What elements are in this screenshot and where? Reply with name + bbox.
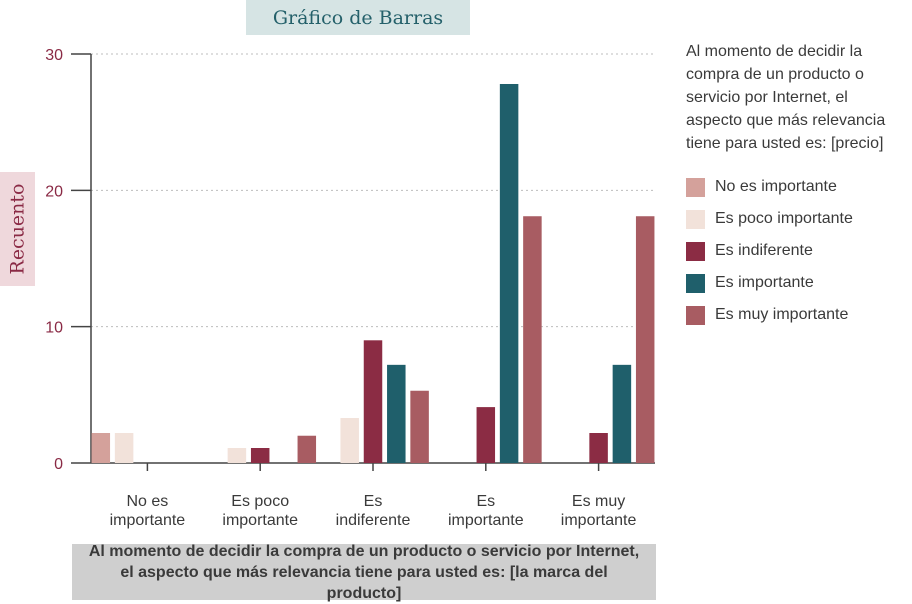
bar [589, 433, 608, 463]
x-axis-label-text: Al momento de decidir la compra de un pr… [88, 542, 640, 602]
legend-swatch [686, 177, 705, 197]
bar [476, 407, 496, 463]
bar [227, 448, 247, 463]
legend-title: Al momento de decidir la compra de un pr… [686, 43, 886, 152]
x-tick-label: No es [127, 493, 169, 510]
x-tick-label: importante [222, 512, 298, 529]
x-tick-label: importante [448, 512, 524, 529]
legend-item: Es muy importante [686, 299, 908, 331]
x-tick-label: indiferente [336, 512, 411, 529]
bar-chart: 0 10 20 30 No es importante Es poco importante E… [45, 47, 655, 529]
y-tick-label: 20 [45, 183, 63, 200]
bar [340, 418, 359, 463]
legend-swatch [686, 273, 705, 293]
legend-swatch [686, 241, 705, 261]
bar [250, 448, 270, 463]
y-tick-label: 30 [45, 47, 63, 64]
bar [410, 390, 429, 463]
chart-title: Gráfico de Barras [246, 0, 470, 35]
y-tick-label: 0 [54, 456, 63, 473]
legend-item: Es importante [686, 267, 908, 299]
bar [499, 83, 519, 463]
legend-item: Es indiferente [686, 235, 908, 267]
x-tick-label: Es [476, 493, 495, 510]
x-tick-label: importante [561, 512, 637, 529]
chart-title-text: Gráfico de Barras [272, 6, 444, 29]
bar [387, 364, 406, 463]
bar [91, 433, 111, 463]
bar [635, 216, 655, 463]
legend-item: Es poco importante [686, 203, 908, 235]
legend-item: No es importante [686, 171, 908, 203]
bar [114, 433, 134, 463]
bar [363, 340, 383, 463]
x-tick-label: Es poco [231, 493, 289, 510]
legend-label: Es poco importante [715, 210, 853, 227]
x-tick-label: Es muy [572, 493, 625, 510]
legend-swatch [686, 209, 705, 229]
bar [523, 216, 542, 463]
y-tick-label: 10 [45, 320, 63, 337]
legend-items: No es importante Es poco importante Es ind… [686, 171, 908, 331]
x-tick-label: Es [364, 493, 383, 510]
legend-label: Es muy importante [715, 306, 849, 323]
bar [297, 435, 317, 463]
y-axis-label: Recuento [0, 172, 35, 286]
legend-label: No es importante [715, 178, 837, 195]
x-tick-label: importante [110, 512, 186, 529]
legend-label: Es indiferente [715, 242, 813, 259]
legend-swatch [686, 305, 705, 325]
x-axis-label: Al momento de decidir la compra de un pr… [72, 543, 656, 602]
legend-label: Es importante [715, 274, 814, 291]
bar [612, 364, 632, 463]
legend: Al momento de decidir la compra de un pr… [686, 40, 908, 331]
